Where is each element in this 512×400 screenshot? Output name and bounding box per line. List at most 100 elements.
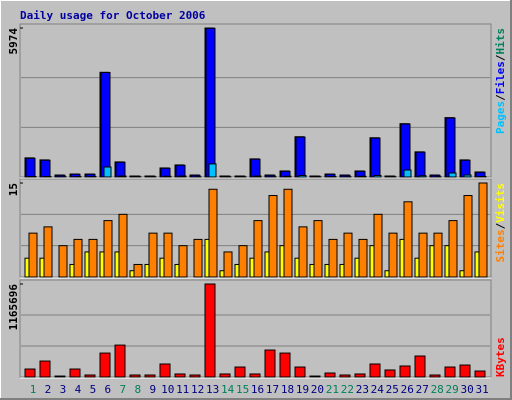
bar bbox=[115, 161, 126, 178]
bar bbox=[343, 232, 353, 278]
bar bbox=[133, 263, 143, 278]
legend: KBytes bbox=[494, 337, 507, 377]
bar bbox=[88, 238, 98, 278]
bar bbox=[444, 366, 456, 378]
bar bbox=[478, 182, 488, 278]
plot-area bbox=[19, 23, 492, 178]
bar bbox=[324, 372, 336, 378]
x-tick-label: 2 bbox=[45, 383, 52, 396]
bar bbox=[43, 226, 53, 278]
bar bbox=[268, 195, 278, 278]
bar bbox=[129, 374, 141, 378]
legend: Pages/Files/Hits bbox=[494, 28, 507, 134]
legend-separator: / bbox=[494, 94, 507, 101]
bar bbox=[100, 71, 111, 178]
bar bbox=[163, 232, 173, 278]
bar bbox=[384, 369, 396, 378]
bar bbox=[400, 123, 411, 178]
bar bbox=[373, 213, 383, 278]
bar bbox=[69, 368, 81, 378]
x-tick-label: 28 bbox=[431, 383, 444, 396]
y-tick-label: 15 bbox=[7, 183, 20, 196]
bar bbox=[103, 166, 112, 178]
x-tick-label: 17 bbox=[266, 383, 279, 396]
bar bbox=[328, 238, 338, 278]
bar bbox=[373, 175, 382, 178]
bar bbox=[414, 355, 426, 378]
x-tick-label: 9 bbox=[149, 383, 156, 396]
x-tick-label: 13 bbox=[206, 383, 219, 396]
x-tick-label: 24 bbox=[371, 383, 385, 396]
bar bbox=[354, 373, 366, 378]
x-tick-label: 11 bbox=[176, 383, 189, 396]
x-tick-label: 26 bbox=[401, 383, 414, 396]
bar bbox=[249, 373, 261, 378]
bar bbox=[403, 201, 413, 278]
bar bbox=[103, 220, 113, 278]
bar bbox=[208, 188, 218, 278]
x-tick-label: 15 bbox=[236, 383, 249, 396]
bar bbox=[118, 175, 127, 178]
x-tick-label: 5 bbox=[90, 383, 97, 396]
bar bbox=[250, 158, 261, 178]
bar bbox=[448, 172, 457, 178]
bar bbox=[433, 232, 443, 278]
bar bbox=[283, 188, 293, 278]
bar bbox=[388, 232, 398, 278]
bar bbox=[339, 374, 351, 378]
x-tick-label: 14 bbox=[221, 383, 235, 396]
bar bbox=[144, 374, 156, 378]
bar bbox=[40, 159, 51, 178]
x-tick-label: 1 bbox=[30, 383, 37, 396]
legend-entry: Hits bbox=[494, 28, 507, 55]
bar bbox=[294, 366, 306, 378]
bar bbox=[238, 245, 248, 278]
bar bbox=[159, 363, 171, 378]
bar bbox=[369, 363, 381, 378]
legend-entry: Pages bbox=[494, 101, 507, 134]
x-tick-label: 31 bbox=[475, 383, 488, 396]
x-tick-label: 21 bbox=[326, 383, 339, 396]
bar bbox=[99, 352, 111, 378]
bar bbox=[39, 360, 51, 378]
bar bbox=[189, 374, 201, 378]
bar bbox=[463, 195, 473, 278]
bar bbox=[24, 368, 36, 378]
bar bbox=[208, 163, 217, 178]
x-tick-label: 12 bbox=[191, 383, 204, 396]
y-tick-label: 1165696 bbox=[7, 284, 20, 331]
bar bbox=[313, 220, 323, 278]
x-tick-label: 25 bbox=[386, 383, 399, 396]
bar bbox=[418, 175, 427, 178]
bar bbox=[178, 175, 187, 178]
legend-separator: / bbox=[494, 222, 507, 229]
bar bbox=[459, 364, 471, 378]
bar bbox=[399, 365, 411, 378]
bar bbox=[445, 117, 456, 178]
bar bbox=[415, 151, 426, 178]
bar bbox=[174, 373, 186, 378]
x-tick-label: 30 bbox=[461, 383, 474, 396]
bar bbox=[84, 374, 96, 378]
x-tick-label: 23 bbox=[356, 383, 369, 396]
bar bbox=[223, 251, 233, 278]
bar bbox=[205, 27, 216, 178]
bar bbox=[253, 220, 263, 278]
bar bbox=[253, 175, 262, 178]
x-tick-label: 8 bbox=[134, 383, 141, 396]
x-tick-label: 27 bbox=[416, 383, 429, 396]
x-tick-label: 16 bbox=[251, 383, 264, 396]
x-tick-label: 22 bbox=[341, 383, 354, 396]
bar bbox=[295, 136, 306, 178]
bar bbox=[204, 283, 216, 378]
bar bbox=[28, 232, 38, 278]
bar bbox=[234, 366, 246, 378]
x-tick-label: 10 bbox=[161, 383, 174, 396]
x-tick-label: 18 bbox=[281, 383, 294, 396]
legend-entry: Sites bbox=[494, 229, 507, 262]
bar bbox=[403, 169, 412, 178]
bar bbox=[298, 226, 308, 278]
bar bbox=[460, 159, 471, 178]
